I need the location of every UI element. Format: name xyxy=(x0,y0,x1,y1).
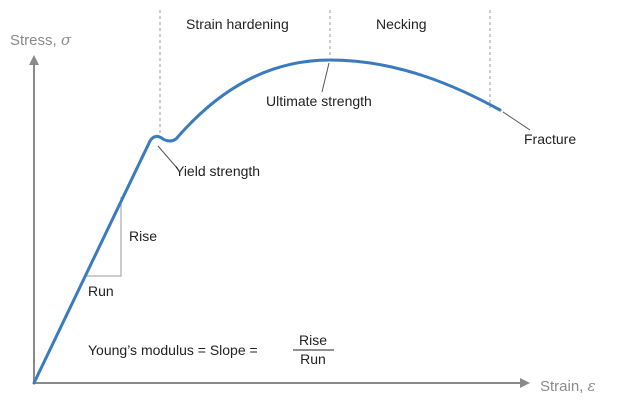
yield-leader-line xyxy=(157,145,178,169)
y-axis-label: Stress, σ xyxy=(10,31,72,49)
x-axis-label: Strain, ε xyxy=(540,377,596,395)
ultimate-strength-label: Ultimate strength xyxy=(266,93,372,109)
youngs-modulus-formula: Young’s modulus = Slope = xyxy=(88,342,258,358)
yield-strength-label: Yield strength xyxy=(175,163,260,179)
run-label: Run xyxy=(88,283,114,299)
rise-label: Rise xyxy=(129,228,157,244)
slope-triangle xyxy=(86,197,122,277)
necking-label: Necking xyxy=(376,16,427,32)
fracture-leader-line xyxy=(502,111,531,131)
ultimate-leader-line xyxy=(321,62,330,93)
strain-hardening-label: Strain hardening xyxy=(186,16,289,32)
fracture-label: Fracture xyxy=(524,131,576,147)
formula-denominator: Run xyxy=(300,351,326,367)
formula-numerator: Rise xyxy=(299,332,327,348)
stress-strain-curve xyxy=(32,58,502,385)
